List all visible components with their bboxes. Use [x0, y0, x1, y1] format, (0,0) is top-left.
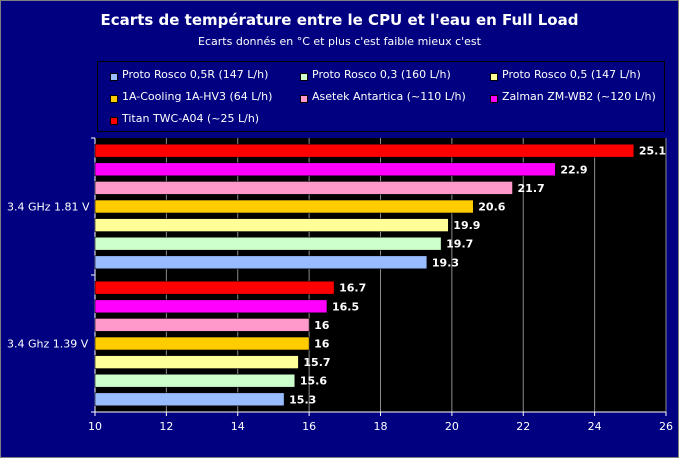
legend-label: Proto Rosco 0,5 (147 L/h) [502, 68, 641, 81]
bar [94, 181, 513, 195]
chart-subtitle: Ecarts donnés en °C et plus c'est faible… [198, 35, 481, 48]
legend-swatch [490, 73, 498, 81]
data-label: 16.5 [332, 300, 359, 313]
data-label: 21.7 [518, 182, 545, 195]
category-label: 3.4 Ghz 1.39 V [7, 338, 89, 351]
legend: Proto Rosco 0,5R (147 L/h) Proto Rosco 0,… [97, 61, 665, 132]
data-label: 20.6 [478, 201, 505, 214]
legend-label: Proto Rosco 0,3 (160 L/h) [312, 68, 451, 81]
x-tick-label: 22 [516, 420, 530, 433]
legend-label: Proto Rosco 0,5R (147 L/h) [122, 68, 269, 81]
x-tick-label: 26 [659, 420, 673, 433]
bar [94, 355, 299, 369]
bar [94, 336, 310, 351]
data-label: 16 [314, 338, 330, 351]
bar [94, 143, 635, 158]
data-label: 19.9 [453, 219, 480, 232]
bar [94, 199, 474, 214]
bar [94, 162, 556, 177]
legend-label: Zalman ZM-WB2 (~120 L/h) [502, 90, 656, 103]
data-label: 15.3 [289, 393, 316, 406]
data-label: 16.7 [339, 282, 366, 295]
legend-swatch [110, 95, 118, 103]
bar [94, 318, 310, 332]
legend-label: Titan TWC-A04 (~25 L/h) [122, 112, 260, 125]
legend-swatch [300, 95, 308, 103]
x-tick-label: 12 [159, 420, 173, 433]
bar [94, 236, 442, 251]
x-tick-label: 16 [302, 420, 316, 433]
data-label: 25.1 [639, 145, 666, 158]
bar [94, 392, 285, 407]
category-label: 3.4 GHz 1.81 V [7, 201, 90, 214]
legend-swatch [110, 117, 118, 125]
legend-label: Asetek Antartica (~110 L/h) [312, 90, 466, 103]
bar [94, 280, 335, 295]
data-label: 19.7 [446, 238, 473, 251]
bar [94, 218, 449, 232]
legend-swatch [300, 73, 308, 81]
data-label: 15.6 [300, 375, 327, 388]
legend-label: 1A-Cooling 1A-HV3 (64 L/h) [122, 90, 273, 103]
x-tick-label: 20 [445, 420, 459, 433]
data-label: 19.3 [432, 256, 459, 269]
legend-swatch [110, 73, 118, 81]
x-tick-label: 24 [588, 420, 602, 433]
bar [94, 299, 328, 314]
x-tick-label: 18 [374, 420, 388, 433]
x-tick-label: 10 [88, 420, 102, 433]
legend-swatch [490, 95, 498, 103]
x-tick-label: 14 [231, 420, 245, 433]
data-label: 15.7 [303, 356, 330, 369]
chart-title: Ecarts de température entre le CPU et l'… [100, 11, 579, 29]
bar [94, 373, 296, 388]
bar [94, 255, 428, 270]
data-label: 16 [314, 319, 330, 332]
data-label: 22.9 [560, 163, 587, 176]
